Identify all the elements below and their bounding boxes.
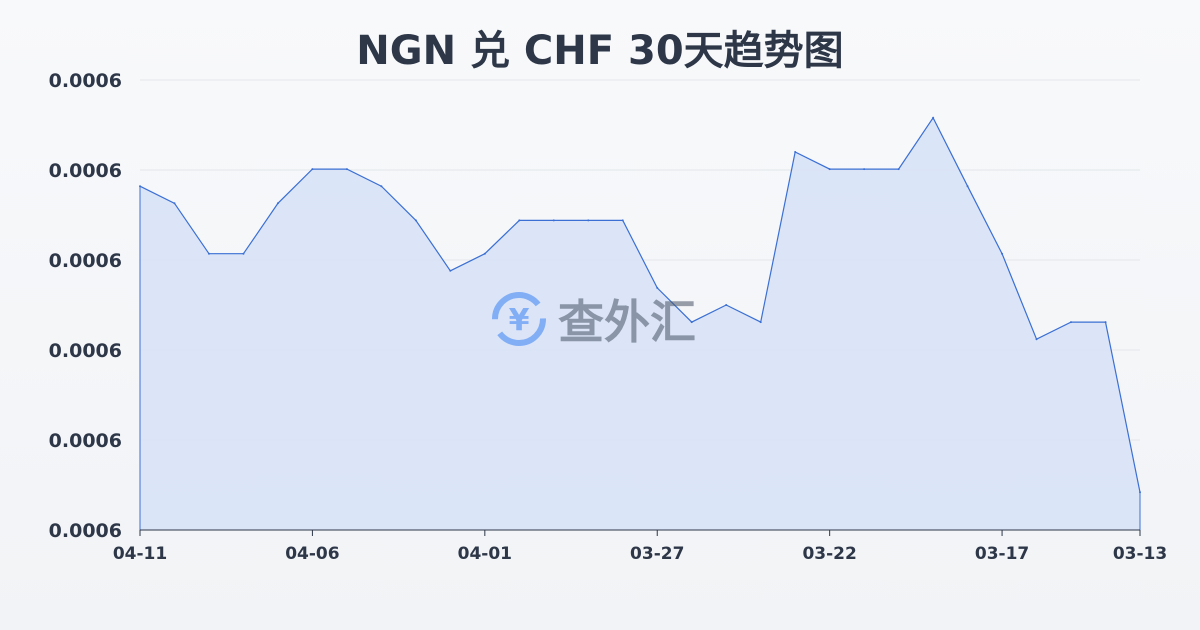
data-point [380,185,383,188]
data-point [483,252,486,255]
x-tick-label: 03-13 [1113,544,1167,564]
data-point [621,219,624,222]
data-point [345,168,348,171]
data-point [897,168,900,171]
x-tick-label: 04-01 [458,544,512,564]
area-fill [140,117,1140,531]
data-point [552,219,555,222]
watermark: ¥ 查外汇 [488,286,696,352]
yen-exchange-icon: ¥ [492,292,546,346]
data-point [1035,338,1038,341]
x-tick-label: 04-06 [285,544,339,564]
y-tick-label: 0.0006 [49,70,122,92]
y-tick-label: 0.0006 [49,160,122,182]
data-point [932,116,935,119]
y-tick-label: 0.0006 [49,520,122,542]
data-point [139,185,141,188]
data-point [1104,321,1107,324]
chart-title: NGN 兑 CHF 30天趋势图 [356,28,844,74]
x-tick-label: 03-22 [802,544,856,564]
data-point [414,219,417,222]
y-tick-label: 0.0006 [49,340,122,362]
data-point [587,219,590,222]
data-point [1139,491,1141,494]
x-tick-label: 03-17 [975,544,1029,564]
data-point [449,269,452,272]
x-tick-label: 04-11 [113,544,167,564]
data-point [966,185,969,188]
y-tick-label: 0.0006 [49,250,122,272]
data-point [276,202,279,205]
data-point [656,286,659,289]
y-tick-label: 0.0006 [49,430,122,452]
data-point [1070,321,1073,324]
data-point [518,219,521,222]
data-point [725,304,728,306]
data-point [759,321,762,324]
x-tick-label: 03-27 [630,544,684,564]
svg-text:¥: ¥ [509,303,530,338]
data-point [311,168,314,171]
watermark-text: 查外汇 [558,295,696,349]
data-point [207,252,210,255]
data-point [828,168,831,171]
data-point [1001,252,1004,255]
data-point [794,151,797,153]
data-point [690,321,693,324]
series-line [139,116,1141,493]
data-point [173,202,176,205]
data-point [863,168,866,171]
data-point [242,252,245,255]
